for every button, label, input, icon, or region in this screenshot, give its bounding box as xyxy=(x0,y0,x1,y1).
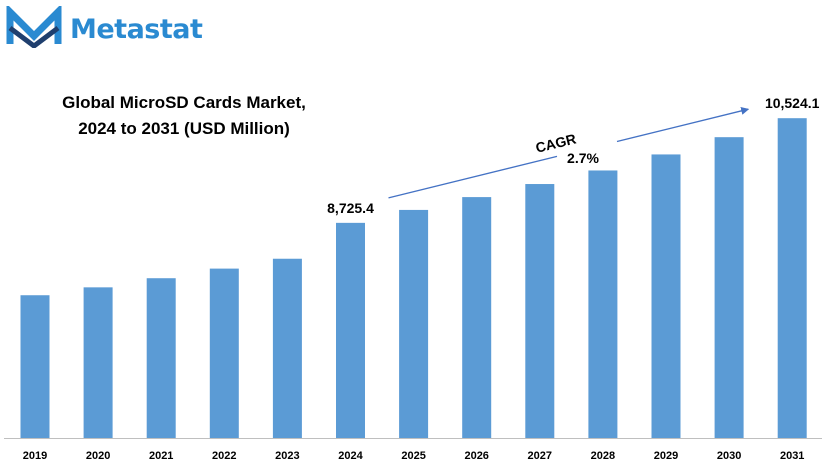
bar-series xyxy=(20,118,807,439)
chart-title-line-1: Global MicroSD Cards Market, xyxy=(62,93,306,112)
x-tick-label: 2029 xyxy=(654,450,678,462)
bar-2025 xyxy=(399,209,429,438)
bar-2023 xyxy=(272,258,302,438)
data-labels: 8,725.4 10,524.1 xyxy=(327,95,820,216)
bar-2027 xyxy=(525,184,555,438)
bar-2028 xyxy=(588,170,618,438)
data-label-2031: 10,524.1 xyxy=(765,95,820,111)
x-tick-label: 2028 xyxy=(591,450,615,462)
metastat-m-logo-icon xyxy=(6,3,62,50)
x-tick-label: 2021 xyxy=(149,450,173,462)
bar-2026 xyxy=(462,197,492,438)
bar-2024 xyxy=(336,222,365,438)
cagr-arrow-right xyxy=(616,106,750,143)
data-label-2024: 8,725.4 xyxy=(327,200,374,216)
cagr-arrow-left xyxy=(388,155,558,199)
brand-logo: Metastat xyxy=(6,3,236,50)
x-tick-label: 2026 xyxy=(464,450,488,462)
bar-2030 xyxy=(714,137,744,438)
x-tick-label: 2030 xyxy=(717,450,741,462)
x-tick-label: 2023 xyxy=(275,450,299,462)
bar-2022 xyxy=(209,268,239,438)
x-tick-label: 2022 xyxy=(212,450,236,462)
cagr-value: 2.7% xyxy=(567,150,599,166)
bar-2021 xyxy=(146,278,176,438)
chart-title-line-2: 2024 to 2031 (USD Million) xyxy=(78,119,290,138)
bar-2019 xyxy=(20,295,50,438)
chart-title: Global MicroSD Cards Market, 2024 to 203… xyxy=(34,90,334,142)
bar-2020 xyxy=(83,287,113,438)
bar-2029 xyxy=(651,154,681,438)
x-tick-label: 2027 xyxy=(528,450,552,462)
bar-2031 xyxy=(777,118,807,439)
x-tick-label: 2019 xyxy=(23,450,47,462)
x-tick-label: 2020 xyxy=(86,450,110,462)
x-tick-label: 2024 xyxy=(338,450,363,462)
brand-name: Metastat xyxy=(70,14,203,45)
x-tick-label: 2031 xyxy=(780,450,804,462)
x-tick-label: 2025 xyxy=(401,450,425,462)
x-axis-ticks: 2019 2020 2021 2022 2023 2024 2025 2026 2027 2028… xyxy=(23,450,805,462)
